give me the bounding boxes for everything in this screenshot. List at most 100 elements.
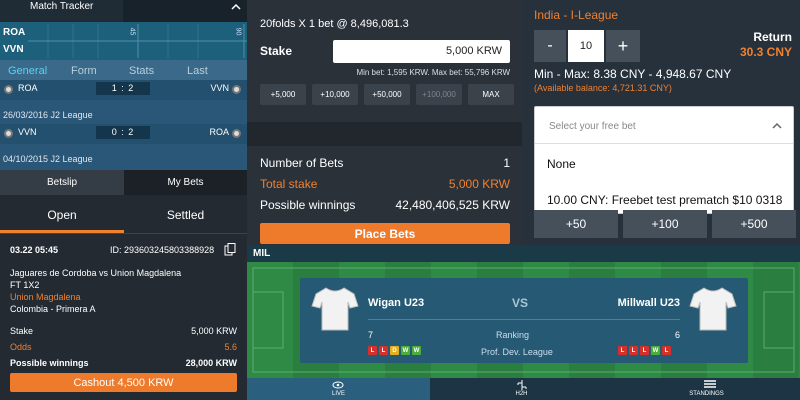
- form-badge: L: [640, 346, 649, 355]
- quick-stake-button: +100,000: [416, 84, 462, 105]
- vs: VS: [512, 296, 529, 310]
- form-badge: D: [390, 346, 399, 355]
- away-team: Millwall U23: [617, 297, 680, 309]
- team-name: VVN: [210, 83, 229, 93]
- return-value: 30.3 CNY: [739, 45, 792, 59]
- summary-value: 42,480,406,525 KRW: [395, 198, 510, 212]
- divider-band: [247, 122, 522, 146]
- freebet-dropdown[interactable]: Select your free bet None 10.00 CNY: Fre…: [534, 106, 794, 214]
- balance: (Available balance: 4,721.31 CNY): [534, 83, 672, 93]
- tab[interactable]: Last: [187, 65, 208, 77]
- league: India - I-League: [534, 8, 619, 22]
- quick-stake-button[interactable]: +100: [623, 210, 707, 238]
- team-name: ROA: [209, 127, 229, 137]
- mybets-panel: Betslip My Bets Open Settled 03.22 05:45…: [0, 170, 247, 400]
- match-header: [247, 245, 800, 262]
- row-label: Odds: [10, 342, 32, 352]
- bet-event: Jaguares de Cordoba vs Union Magdalena: [10, 268, 182, 278]
- team-abbr: ROA: [3, 27, 26, 38]
- plus-button[interactable]: +: [606, 30, 640, 62]
- tab[interactable]: My Bets: [124, 170, 247, 195]
- tab[interactable]: Betslip: [0, 170, 124, 195]
- tracker-panel: Match Tracker ROA VVN 45 90 General Form…: [0, 0, 247, 170]
- match-list: ROA 1 : 2 VVN 26/03/2016 J2 League VVN 0 : 2 R…: [0, 80, 247, 170]
- rank-label: Ranking: [496, 330, 530, 340]
- bet-league: Colombia - Primera A: [10, 304, 96, 314]
- quick-stake-button[interactable]: +50,000: [364, 84, 410, 105]
- quick-stake-button[interactable]: +50: [534, 210, 618, 238]
- form-badge: L: [618, 346, 627, 355]
- summary-value: 1: [503, 156, 510, 170]
- bet-id: ID: 293603245803388928: [110, 245, 215, 255]
- tab[interactable]: Form: [71, 65, 97, 77]
- summary-value: 5,000 KRW: [448, 177, 510, 191]
- dropdown-option[interactable]: None: [547, 157, 576, 171]
- min-max: Min - Max: 8.38 CNY - 4,948.67 CNY: [534, 67, 732, 81]
- nav-tab[interactable]: H2H: [515, 391, 528, 397]
- nav-tab[interactable]: LIVE: [331, 391, 345, 397]
- bet-selection: Union Magdalena: [10, 292, 81, 302]
- form-badge: W: [401, 346, 410, 355]
- timeline-grid: [28, 24, 247, 58]
- league: Prof. Dev. League: [481, 347, 553, 357]
- summary-label: Total stake: [260, 177, 318, 191]
- dropdown-option[interactable]: 10.00 CNY: Freebet test prematch $10 031…: [547, 193, 783, 207]
- nav-tab[interactable]: STANDINGS: [689, 391, 724, 397]
- row-value: 5.6: [224, 342, 237, 352]
- stake-limits: Min bet: 1,595 KRW. Max bet: 55,796 KRW: [356, 68, 510, 77]
- score-box: [96, 82, 150, 95]
- subtab[interactable]: Open: [47, 208, 77, 222]
- divider: [368, 319, 680, 320]
- betslip-panel: 20folds X 1 bet @ 8,496,081.3 Stake 5,00…: [247, 0, 522, 245]
- tracker-header-dark: [123, 0, 247, 22]
- form-badge: L: [368, 346, 377, 355]
- cashout-button[interactable]: Cashout 4,500 KRW: [10, 373, 237, 392]
- tab[interactable]: General: [8, 65, 48, 77]
- divider: [535, 143, 793, 144]
- time-mark: 90: [234, 27, 242, 36]
- team-icon: [4, 85, 13, 94]
- score: 1 : 2: [111, 83, 135, 93]
- match-info: 04/10/2015 J2 League: [3, 154, 93, 164]
- team-name: VVN: [18, 127, 37, 137]
- quick-stake-button[interactable]: MAX: [468, 84, 514, 105]
- chevron-up[interactable]: [230, 2, 242, 12]
- team-abbr: VVN: [3, 44, 24, 55]
- minus-button[interactable]: -: [534, 30, 566, 62]
- pitch-lines: [252, 267, 795, 373]
- form-badge: L: [379, 346, 388, 355]
- score-box: [96, 126, 150, 139]
- score: 0 : 2: [111, 127, 135, 137]
- home-team: Wigan U23: [368, 297, 425, 309]
- row-value: 28,000 KRW: [185, 358, 237, 368]
- quick-stake-button[interactable]: +5,000: [260, 84, 306, 105]
- amount-input[interactable]: 10: [568, 30, 604, 62]
- away-rank: 6: [674, 330, 680, 340]
- divider: [0, 233, 247, 234]
- bet-market: FT 1X2: [10, 280, 40, 290]
- stake-input[interactable]: 5,000 KRW: [333, 40, 510, 63]
- quick-stake-button[interactable]: +500: [712, 210, 796, 238]
- team-icon: [232, 85, 241, 94]
- dropdown-placeholder: Select your free bet: [549, 121, 636, 132]
- row-label: Stake: [10, 326, 34, 336]
- copy-icon[interactable]: [224, 243, 236, 256]
- row-value: 5,000 KRW: [191, 326, 237, 336]
- timeline: ROA VVN 45 90: [0, 22, 247, 60]
- h2h-icon: [517, 380, 527, 390]
- quick-stake-button[interactable]: +10,000: [312, 84, 358, 105]
- team-name: ROA: [18, 83, 38, 93]
- chevron-up: [772, 122, 782, 129]
- row-label: Possible winnings: [10, 358, 89, 368]
- home-rank: 7: [368, 330, 374, 340]
- eye-icon: [332, 381, 344, 389]
- place-bets-button[interactable]: Place Bets: [260, 223, 510, 244]
- form-badge: W: [412, 346, 421, 355]
- subtab[interactable]: Settled: [166, 208, 205, 222]
- tab[interactable]: Stats: [129, 65, 155, 77]
- bottom-nav: LIVE H2H STANDINGS: [247, 378, 800, 400]
- summary-label: Possible winnings: [260, 198, 356, 212]
